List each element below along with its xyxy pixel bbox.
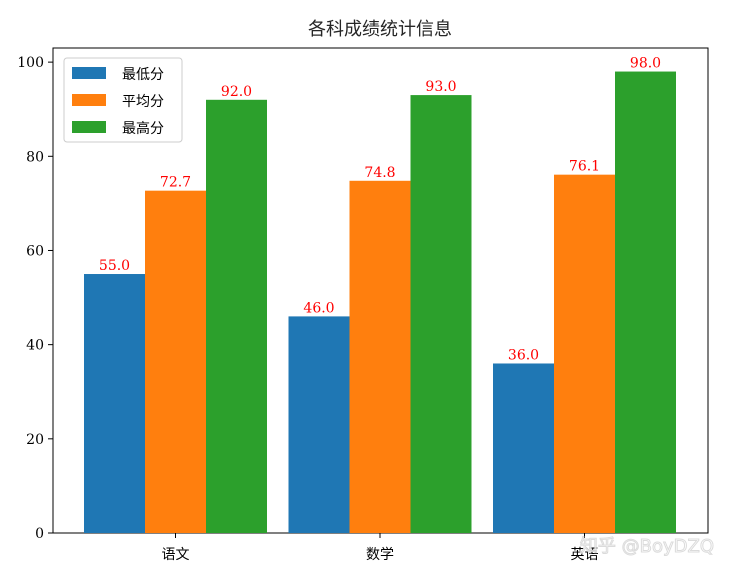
bar-value-label: 55.0 xyxy=(99,258,130,274)
legend-label: 最低分 xyxy=(122,67,164,83)
bar-value-label: 98.0 xyxy=(630,56,661,72)
bar-1-2 xyxy=(288,316,350,533)
bar-2-2 xyxy=(349,180,411,533)
bar-value-label: 76.1 xyxy=(569,159,600,175)
y-tick-label: 40 xyxy=(26,338,44,354)
bar-2-1 xyxy=(145,190,206,534)
y-tick-label: 100 xyxy=(17,55,44,71)
bar-value-label: 36.0 xyxy=(508,347,539,363)
bar-3-1 xyxy=(206,99,267,534)
bar-2-3 xyxy=(554,174,615,534)
bar-value-label: 72.7 xyxy=(160,175,191,191)
bar-1-3 xyxy=(493,363,554,533)
plot-area: 0 20 40 60 80 100 语文 55.0 72.7 92.0 数学 46.0 74.8 93.0… xyxy=(17,47,709,563)
y-tick-label: 0 xyxy=(35,526,44,542)
legend-swatch xyxy=(72,121,106,133)
watermark: 知乎 @BoyDZQ xyxy=(580,536,714,557)
x-tick-label: 英语 xyxy=(571,546,599,563)
bar-3-3 xyxy=(615,71,676,533)
bar-value-label: 93.0 xyxy=(425,79,456,95)
legend-swatch xyxy=(72,67,106,79)
chart-title: 各科成绩统计信息 xyxy=(308,19,452,40)
bar-3-2 xyxy=(410,95,472,534)
y-tick-label: 60 xyxy=(26,243,44,259)
legend-swatch xyxy=(72,94,106,106)
x-tick-label: 数学 xyxy=(366,547,394,563)
y-tick-label: 20 xyxy=(26,432,44,448)
y-tick-label: 80 xyxy=(26,149,44,165)
bar-value-label: 74.8 xyxy=(364,165,395,181)
bar-value-label: 92.0 xyxy=(221,84,252,100)
bar-1-1 xyxy=(84,274,145,533)
legend-label: 最高分 xyxy=(122,120,164,137)
bar-value-label: 46.0 xyxy=(303,300,334,316)
legend-label: 平均分 xyxy=(122,94,164,110)
x-tick-label: 语文 xyxy=(162,547,190,563)
